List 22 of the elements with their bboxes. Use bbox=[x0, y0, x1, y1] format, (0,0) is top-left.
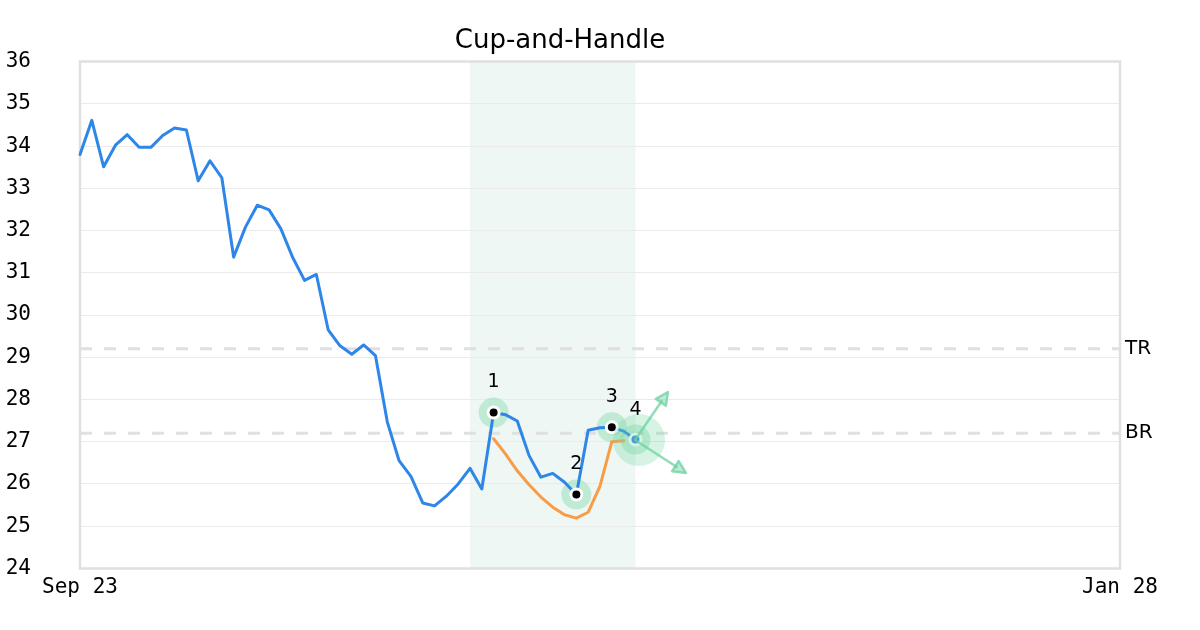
chart-title: Cup-and-Handle bbox=[454, 23, 666, 54]
y-tick-label: 32 bbox=[5, 216, 31, 241]
y-tick-label: 33 bbox=[5, 174, 31, 199]
y-tick-label: 26 bbox=[5, 470, 31, 495]
y-tick-label: 27 bbox=[5, 428, 31, 453]
annotation: 1 bbox=[487, 369, 500, 392]
y-tick-label: 28 bbox=[5, 385, 31, 410]
ref-line-label: TR bbox=[1124, 334, 1152, 359]
y-tick-label: 36 bbox=[5, 48, 31, 73]
y-tick-label: 25 bbox=[5, 512, 31, 537]
y-tick-label: 29 bbox=[5, 343, 31, 368]
annotation: 4 bbox=[629, 396, 642, 419]
annotation: 2 bbox=[570, 451, 583, 474]
y-tick-label: 30 bbox=[5, 301, 31, 326]
ref-line-label: BR bbox=[1125, 419, 1153, 444]
y-tick-label: 34 bbox=[5, 132, 31, 157]
y-tick-label: 24 bbox=[5, 554, 31, 579]
x-tick-label: Jan 28 bbox=[1082, 574, 1158, 599]
y-tick-label: 35 bbox=[5, 90, 31, 115]
y-tick-label: 31 bbox=[5, 259, 31, 284]
x-tick-label: Sep 23 bbox=[42, 574, 118, 599]
annotation: 3 bbox=[605, 384, 618, 407]
